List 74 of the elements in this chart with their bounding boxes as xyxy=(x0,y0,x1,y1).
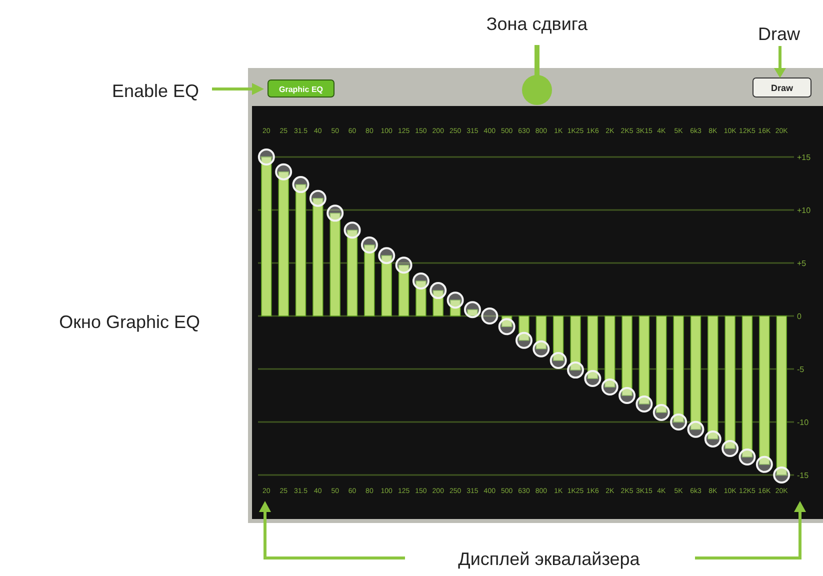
point xyxy=(516,332,532,349)
point xyxy=(412,272,430,290)
bar xyxy=(622,316,632,396)
point xyxy=(430,282,447,300)
y-tick-label: 0 xyxy=(797,312,802,321)
point xyxy=(773,466,790,484)
point xyxy=(395,256,412,274)
bar xyxy=(690,316,702,430)
point xyxy=(567,362,584,379)
bar xyxy=(416,280,426,316)
bar xyxy=(364,244,375,316)
bar xyxy=(295,184,306,316)
text: Draw xyxy=(770,83,794,93)
bar xyxy=(381,255,392,316)
point xyxy=(652,404,670,421)
bar xyxy=(278,171,289,316)
point xyxy=(532,340,550,358)
bar xyxy=(536,316,547,350)
point xyxy=(738,448,756,466)
point xyxy=(584,370,602,388)
bar xyxy=(330,212,340,316)
point xyxy=(309,190,326,207)
bar xyxy=(638,316,650,404)
bar xyxy=(518,316,530,341)
bar xyxy=(312,198,324,316)
y-tick-label: -10 xyxy=(797,418,810,427)
point xyxy=(360,236,378,254)
point xyxy=(464,301,481,318)
bar xyxy=(587,316,598,379)
text: Draw xyxy=(758,24,801,44)
point xyxy=(275,163,292,180)
text: Зона сдвига xyxy=(486,14,589,34)
y-tick-label: -15 xyxy=(797,471,810,480)
text: Enable EQ xyxy=(112,81,199,101)
y-tick-label: -5 xyxy=(797,365,805,374)
bar xyxy=(656,316,667,413)
point xyxy=(722,440,739,457)
point xyxy=(618,387,636,404)
bar xyxy=(552,316,564,361)
bar xyxy=(604,316,616,388)
point xyxy=(292,176,310,194)
point xyxy=(446,292,464,309)
text: Graphic EQ xyxy=(278,85,324,94)
point xyxy=(344,222,361,239)
point xyxy=(601,378,618,396)
point xyxy=(550,352,567,370)
point xyxy=(498,318,516,336)
bar xyxy=(742,316,753,458)
bar xyxy=(673,316,684,422)
point xyxy=(636,395,653,412)
bar xyxy=(708,316,718,440)
point xyxy=(670,414,688,430)
y-tick-label: +10 xyxy=(797,206,812,215)
bar xyxy=(432,290,444,316)
point xyxy=(756,456,773,473)
bar xyxy=(346,230,358,316)
point xyxy=(378,247,396,264)
bar xyxy=(398,264,410,316)
bar xyxy=(570,316,581,370)
point xyxy=(704,430,722,448)
point xyxy=(687,420,704,438)
bar xyxy=(776,316,787,476)
bar xyxy=(724,316,736,449)
text: Дисплей эквалайзера xyxy=(458,549,641,569)
text: Окно Graphic EQ xyxy=(59,312,200,332)
point xyxy=(326,204,344,222)
bar xyxy=(501,316,512,327)
point xyxy=(481,308,498,324)
bar xyxy=(261,156,272,316)
y-tick-label: +15 xyxy=(797,153,812,162)
bar xyxy=(759,316,770,465)
y-tick-label: +5 xyxy=(797,259,807,268)
point xyxy=(258,148,275,166)
bar xyxy=(450,300,461,316)
